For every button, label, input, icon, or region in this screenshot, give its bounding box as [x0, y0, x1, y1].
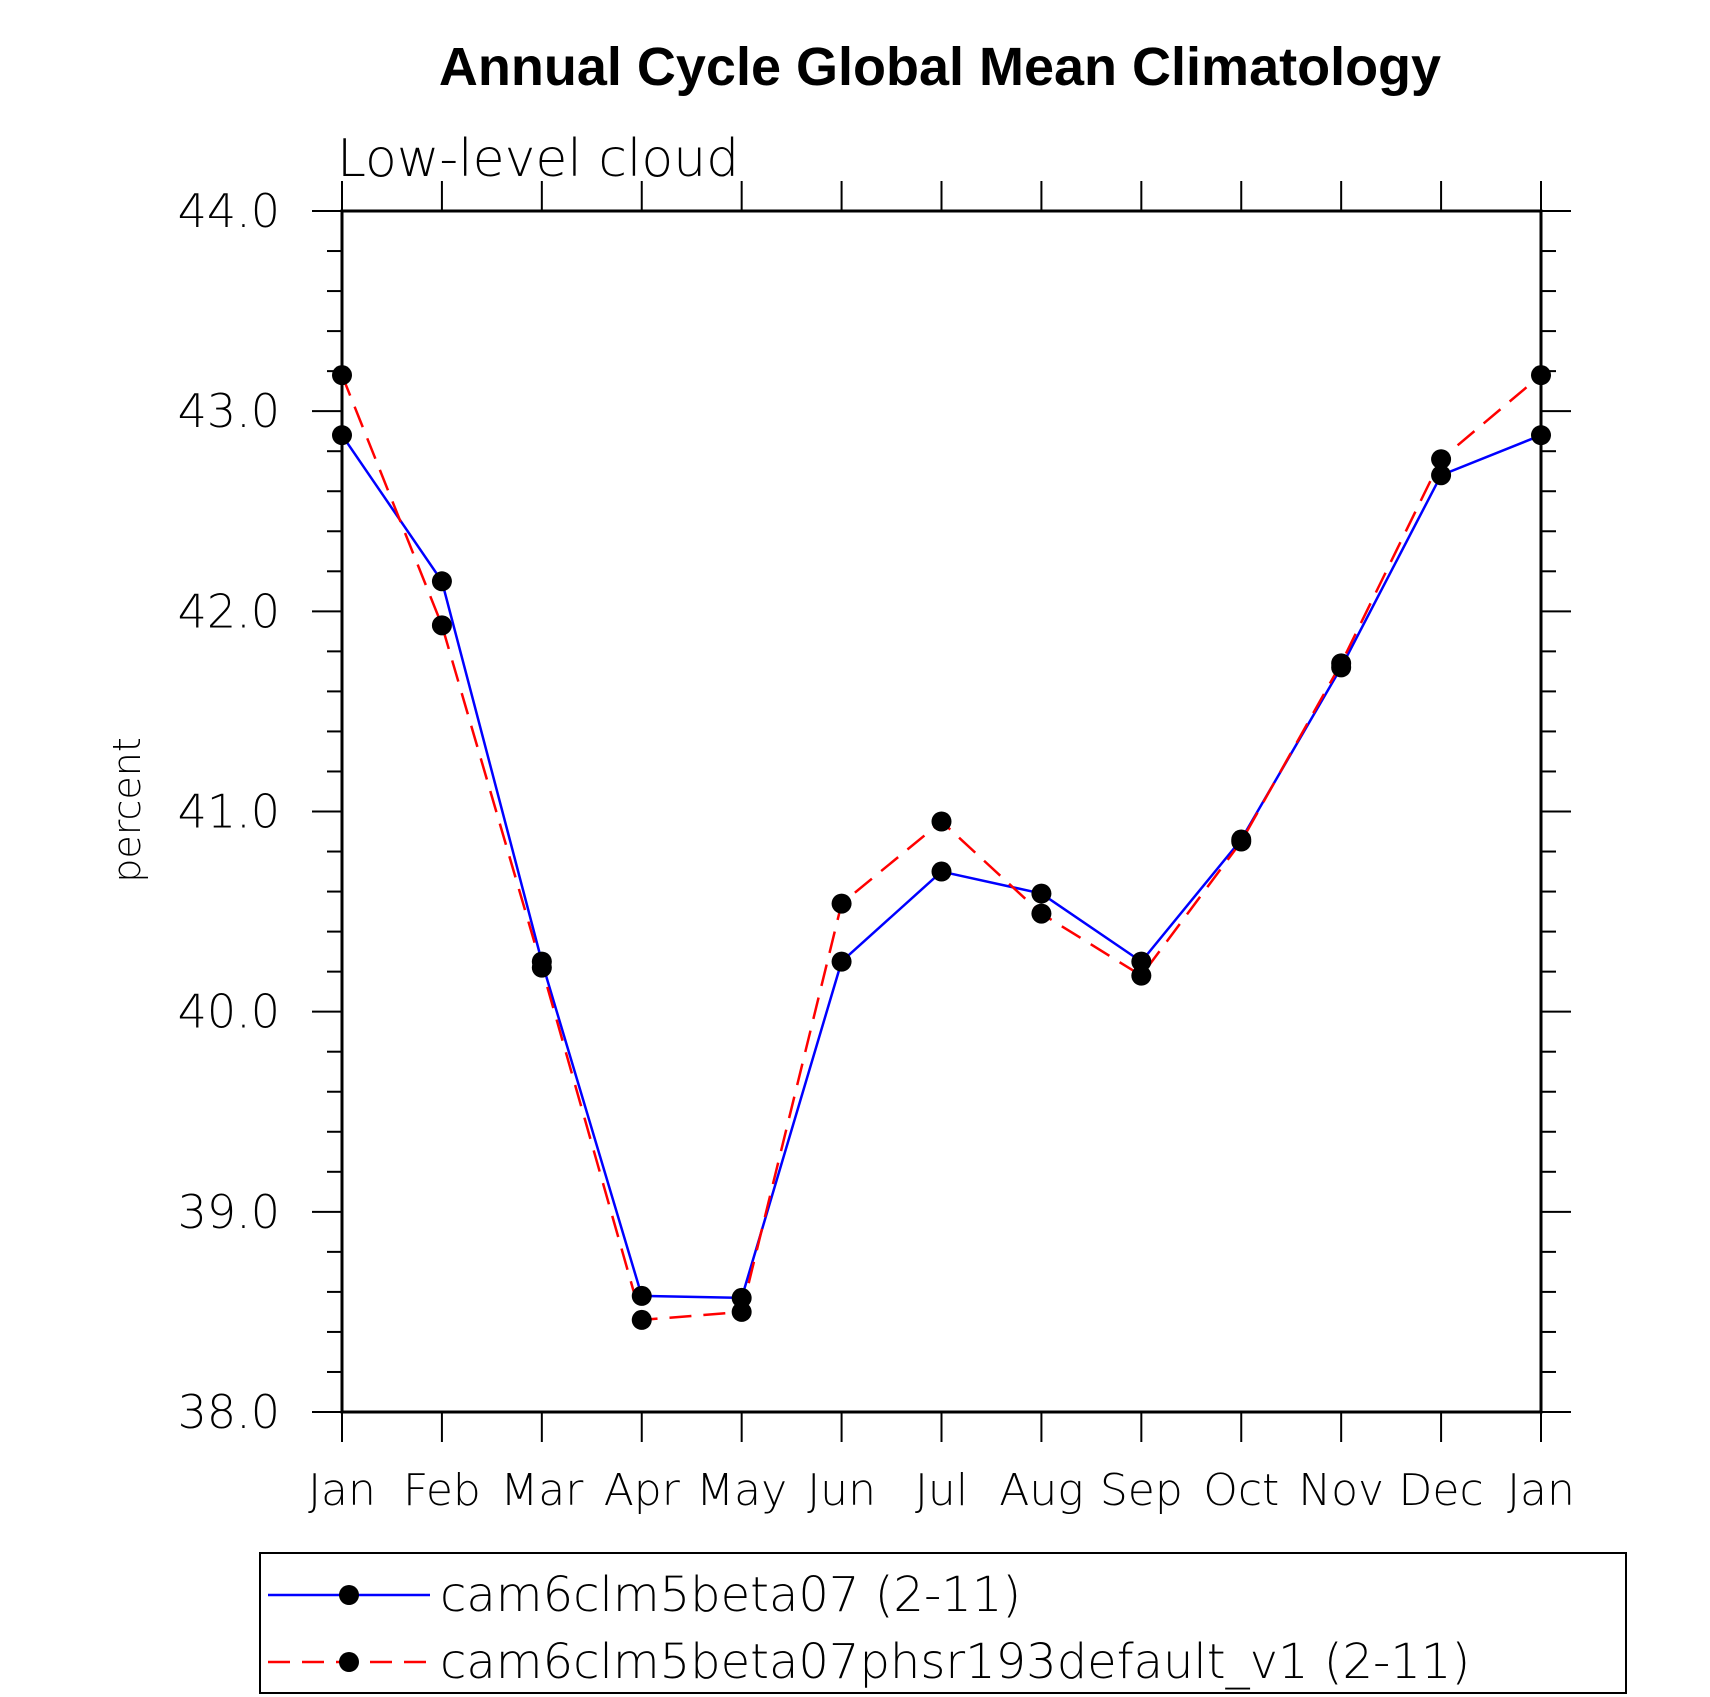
series-2-point [1031, 903, 1052, 924]
y-tick-label: 41.0 [178, 785, 280, 839]
y-tick-label: 44.0 [178, 184, 280, 238]
x-tick-label: Feb [403, 1465, 481, 1516]
x-tick-label: Apr [604, 1465, 681, 1516]
y-tick-label: 39.0 [178, 1185, 280, 1239]
series-1-point [1031, 883, 1052, 904]
y-tick-labels: 38.0 39.0 40.0 41.0 42.0 43.0 44.0 [178, 184, 280, 1439]
x-tick-label: Mar [500, 1465, 584, 1516]
legend-box [259, 1552, 1627, 1694]
series-line-2 [340, 374, 1542, 1322]
x-tick-label: Jan [1507, 1465, 1575, 1516]
series-2-point [1231, 831, 1252, 852]
x-tick-label: Nov [1298, 1465, 1384, 1516]
x-tick-label: Oct [1203, 1465, 1279, 1516]
y-tick-label: 38.0 [178, 1385, 280, 1439]
series-2-point [431, 615, 452, 636]
legend: cam6clm5beta07 (2-11) cam6clm5beta07phsr1… [259, 1552, 1627, 1694]
series-2-point [1331, 653, 1352, 674]
x-tick-label: May [696, 1465, 787, 1516]
y-axis-ticks [312, 210, 1571, 1413]
series-2-point [1131, 965, 1152, 986]
x-tick-label: Jun [807, 1465, 876, 1516]
series-1-point [631, 1285, 652, 1306]
x-tick-label: Dec [1399, 1465, 1484, 1516]
legend-marker-1 [339, 1585, 359, 1605]
y-tick-label: 43.0 [178, 384, 280, 438]
series-1-point [1431, 465, 1452, 486]
series-layer [332, 365, 1551, 1330]
series-1-point [731, 1287, 752, 1308]
y-tick-label: 40.0 [178, 985, 280, 1039]
series-2-point [631, 1309, 652, 1330]
series-2-point [831, 893, 852, 914]
legend-marker-2 [339, 1652, 359, 1672]
series-1-point [1131, 951, 1152, 972]
x-tick-label: Sep [1100, 1465, 1183, 1516]
series-2-point [931, 811, 952, 832]
legend-label-1: cam6clm5beta07 (2-11) [440, 1567, 1021, 1623]
y-axis-label: percent [105, 737, 149, 883]
series-1-point [431, 571, 452, 592]
x-tick-label: Jul [915, 1465, 968, 1516]
series-2-point [731, 1301, 752, 1322]
series-1-point [931, 861, 952, 882]
chart-title: Annual Cycle Global Mean Climatology [439, 37, 1441, 97]
series-2-point [1431, 449, 1452, 470]
y-tick-label: 42.0 [178, 584, 280, 638]
series-2-point [531, 957, 552, 978]
x-tick-label: Aug [999, 1465, 1083, 1516]
plot-frame [340, 209, 1543, 1414]
x-tick-label: Jan [308, 1465, 376, 1516]
series-1-point [831, 951, 852, 972]
legend-label-2: cam6clm5beta07phsr193default_v1 (2-11) [440, 1634, 1470, 1690]
x-axis-ticks [341, 181, 1542, 1442]
chart-subtitle: Low-level cloud [337, 129, 739, 189]
x-tick-labels: Jan Feb Mar Apr May Jun Jul Aug Sep Oct Nov Dec Jan [308, 1465, 1575, 1516]
